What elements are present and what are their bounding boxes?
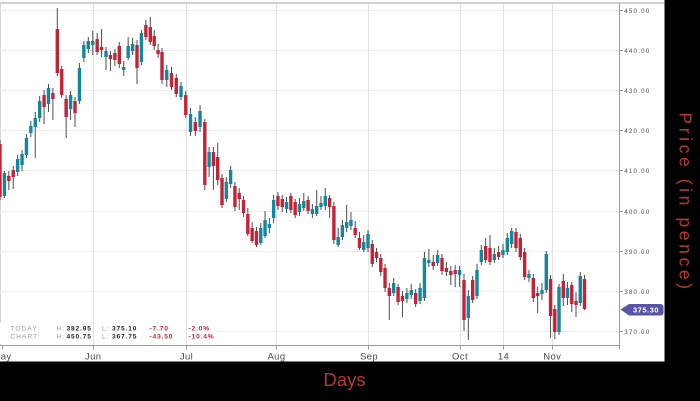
svg-text:H:: H:	[57, 326, 66, 333]
svg-text:-43.50: -43.50	[150, 334, 174, 341]
svg-text:Days: Days	[323, 369, 365, 390]
svg-text:L:: L:	[102, 334, 110, 341]
svg-text:390.00: 390.00	[624, 249, 650, 256]
svg-text:-10.4%: -10.4%	[189, 334, 215, 341]
svg-text:May: May	[0, 352, 12, 363]
svg-text:-7.70: -7.70	[150, 326, 169, 333]
svg-text:420.00: 420.00	[624, 128, 650, 135]
svg-text:Sep: Sep	[360, 352, 378, 363]
svg-text:440.00: 440.00	[624, 48, 650, 55]
svg-text:450.75: 450.75	[67, 334, 92, 341]
svg-text:CHART:: CHART:	[11, 334, 41, 341]
svg-text:Aug: Aug	[267, 352, 285, 363]
svg-text:367.75: 367.75	[112, 334, 137, 341]
svg-text:L:: L:	[102, 326, 110, 333]
svg-text:450.00: 450.00	[624, 8, 650, 15]
svg-text:382.95: 382.95	[67, 326, 92, 333]
svg-text:Price (in pence): Price (in pence)	[676, 112, 696, 292]
svg-text:410.00: 410.00	[624, 168, 650, 175]
svg-text:375.30: 375.30	[633, 305, 659, 314]
svg-text:-2.0%: -2.0%	[189, 326, 210, 333]
svg-text:Oct: Oct	[452, 352, 468, 363]
svg-text:Nov: Nov	[543, 352, 561, 363]
svg-text:H:: H:	[57, 334, 66, 341]
svg-text:380.00: 380.00	[624, 289, 650, 296]
svg-text:400.00: 400.00	[624, 209, 650, 216]
svg-text:Jul: Jul	[180, 352, 193, 363]
svg-text:375.10: 375.10	[112, 326, 137, 333]
svg-text:370.00: 370.00	[624, 329, 650, 336]
svg-text:14: 14	[498, 352, 509, 363]
svg-text:430.00: 430.00	[624, 88, 650, 95]
svg-text:TODAY:: TODAY:	[11, 326, 41, 333]
svg-text:Jun: Jun	[85, 352, 102, 363]
